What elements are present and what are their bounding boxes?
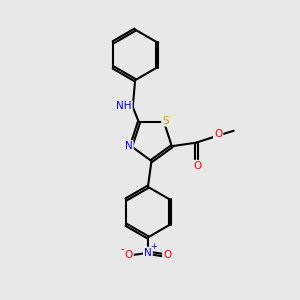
Text: N: N <box>125 141 133 151</box>
Text: +: + <box>150 242 157 251</box>
Text: O: O <box>163 250 171 260</box>
Text: O: O <box>214 129 222 139</box>
Text: S: S <box>162 116 169 125</box>
Text: -: - <box>121 244 124 254</box>
Text: O: O <box>194 161 202 171</box>
Text: NH: NH <box>116 101 132 111</box>
Text: O: O <box>124 250 133 260</box>
Text: N: N <box>144 248 152 258</box>
